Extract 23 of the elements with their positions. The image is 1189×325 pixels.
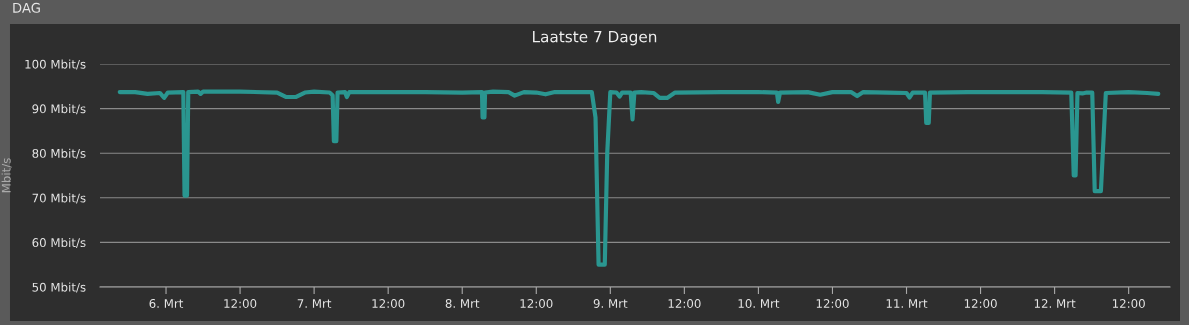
y-tick-label: 100 Mbit/s (25, 59, 86, 70)
x-tick-label: 9. Mrt (593, 299, 628, 308)
y-tick-label: 70 Mbit/s (32, 193, 86, 204)
x-tick-label: 12. Mrt (1034, 299, 1076, 308)
y-tick-label: 50 Mbit/s (32, 282, 86, 293)
x-tick-label: 12:00 (964, 299, 997, 308)
x-tick-label: 10. Mrt (738, 299, 780, 308)
y-tick-label: 80 Mbit/s (32, 148, 86, 159)
y-tick-label: 90 Mbit/s (32, 104, 86, 115)
x-tick-label: 12:00 (372, 299, 405, 308)
y-tick-label: 60 Mbit/s (32, 237, 86, 248)
x-tick-label: 8. Mrt (445, 299, 480, 308)
x-tick-label: 12:00 (816, 299, 849, 308)
y-axis-title: Mbit/s (1, 158, 12, 193)
x-tick-label: 7. Mrt (297, 299, 332, 308)
x-tick-label: 12:00 (224, 299, 257, 308)
text: DAG (13, 2, 40, 13)
x-tick-label: 6. Mrt (149, 299, 184, 308)
x-tick-label: 11. Mrt (886, 299, 928, 308)
chart-title: Laatste 7 Dagen (533, 31, 657, 46)
x-tick-label: 12:00 (520, 299, 553, 308)
x-tick-label: 12:00 (1112, 299, 1145, 308)
x-tick-label: 12:00 (668, 299, 701, 308)
